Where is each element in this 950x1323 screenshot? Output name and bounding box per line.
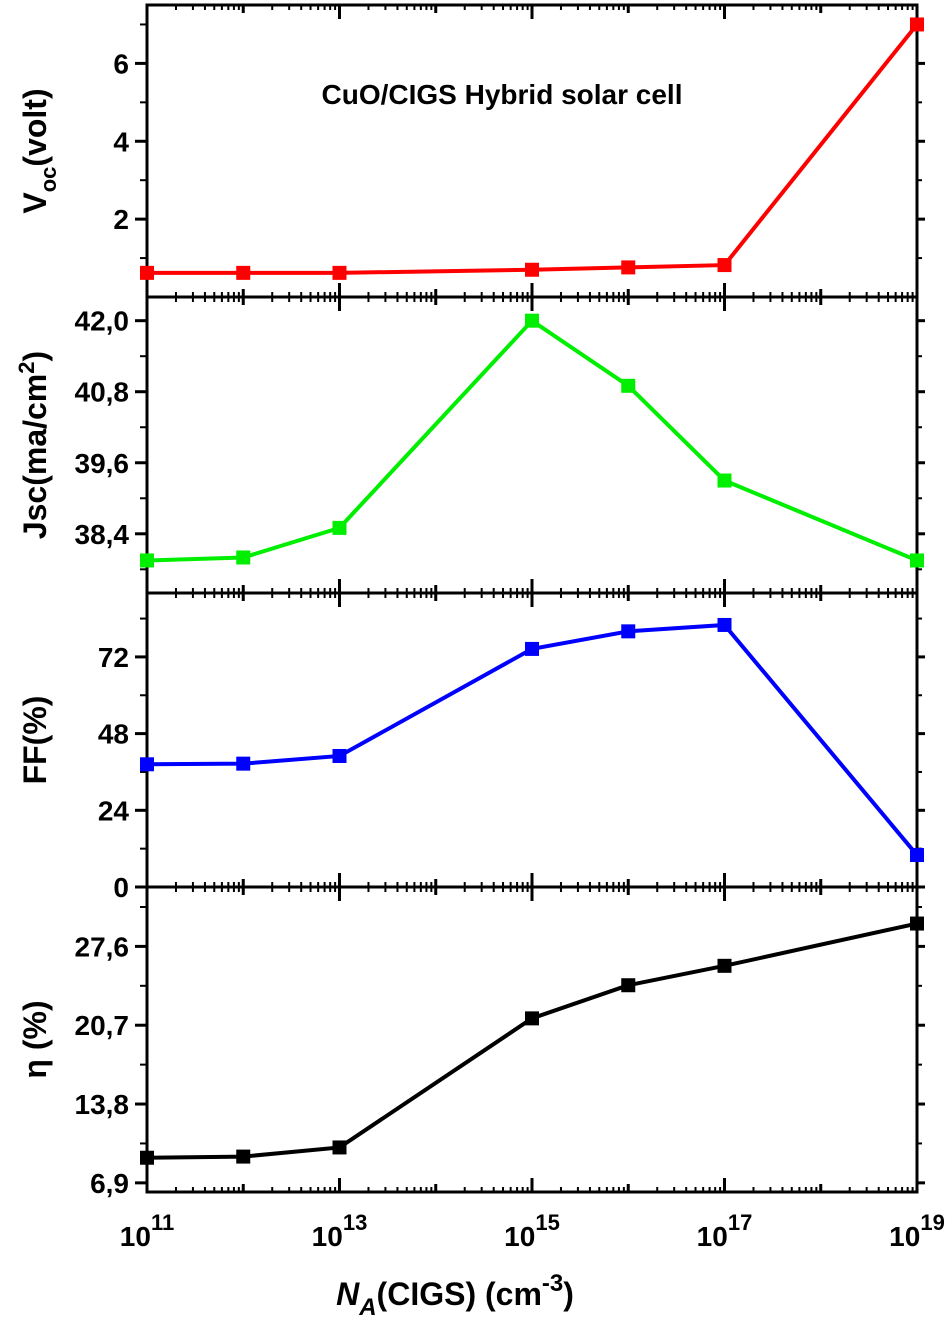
y-tick-label: 40,8 [75, 377, 130, 408]
data-point-voc [140, 265, 154, 280]
y-tick-label: 2 [113, 204, 129, 235]
y-tick-label: 13,8 [75, 1089, 130, 1120]
y-axis-title-eta: η (%) [17, 1000, 53, 1078]
data-point-ff [621, 624, 636, 639]
data-point-eta [910, 916, 924, 931]
x-axis-title: NA(CIGS) (cm-3) [336, 1270, 574, 1321]
data-point-jsc [140, 553, 154, 568]
data-point-ff [236, 756, 251, 771]
y-tick-label: 20,7 [75, 1010, 130, 1041]
data-point-voc [910, 17, 924, 32]
y-tick-label: 6 [113, 48, 129, 79]
data-point-jsc [236, 550, 251, 565]
x-tick-label: 1011 [120, 1210, 174, 1252]
data-point-jsc [525, 313, 539, 328]
panel-ff: 0 24 48 72 FF(%) [17, 591, 925, 903]
x-tick-label: 1015 [504, 1210, 560, 1252]
panel-frame [145, 3, 919, 299]
data-point-jsc [621, 378, 636, 393]
data-point-eta [140, 1150, 154, 1165]
series-line-voc [147, 23, 919, 275]
panel-frame [145, 295, 919, 595]
data-point-eta [332, 1140, 347, 1155]
y-axis-title-voc: Voc(volt) [17, 88, 61, 213]
y-tick-label: 42,0 [75, 306, 130, 337]
data-point-voc [525, 262, 539, 277]
y-axis-title-ff: FF(%) [17, 696, 53, 785]
data-point-ff [717, 617, 732, 632]
data-point-jsc [717, 473, 732, 488]
data-point-ff [332, 748, 347, 763]
y-axis-title-jsc: Jsc(ma/cm2) [14, 351, 53, 539]
y-tick-label: 39,6 [75, 448, 130, 479]
data-point-ff [910, 848, 924, 863]
x-tick-label: 1019 [889, 1210, 945, 1252]
data-point-voc [332, 265, 347, 280]
data-point-jsc [332, 520, 347, 535]
panel-frame [145, 885, 919, 1194]
panel-frame [145, 591, 919, 889]
data-point-voc [236, 265, 251, 280]
chart-annotation: CuO/CIGS Hybrid solar cell [322, 79, 683, 110]
data-point-ff [140, 757, 154, 772]
y-tick-label: 4 [113, 126, 129, 157]
panel-voc: 2 4 6 Voc(volt) [17, 3, 925, 299]
data-point-voc [621, 260, 636, 275]
y-tick-label: 0 [113, 872, 129, 903]
panel-jsc: 38,4 39,6 40,8 42,0 Jsc(ma/cm2) [14, 295, 925, 595]
series-line-jsc [146, 318, 918, 563]
y-tick-label: 24 [98, 795, 130, 826]
x-tick-label: 1017 [697, 1210, 753, 1252]
y-tick-label: 48 [98, 719, 129, 750]
x-tick-label: 1013 [312, 1210, 368, 1252]
data-point-eta [717, 958, 732, 973]
x-axis: 1011 1013 1015 1017 1019 NA(CIGS) (cm-3) [120, 1210, 945, 1321]
data-point-ff [525, 641, 539, 656]
data-point-eta [525, 1011, 539, 1026]
chart-panels: 246Voc(volt)38,439,640,842,0Jsc(ma/cm2)0… [14, 3, 925, 1199]
y-tick-label: 72 [98, 642, 129, 673]
y-tick-label: 38,4 [75, 519, 130, 550]
data-point-eta [236, 1149, 251, 1164]
series-line-eta [146, 921, 918, 1160]
data-point-voc [717, 258, 732, 273]
data-point-jsc [910, 553, 924, 568]
data-point-eta [621, 978, 636, 993]
panel-eta: 6,9 13,8 20,7 27,6 η (%) [17, 885, 925, 1199]
series-line-ff [146, 622, 919, 857]
y-tick-label: 6,9 [90, 1168, 129, 1199]
y-tick-label: 27,6 [75, 931, 130, 962]
